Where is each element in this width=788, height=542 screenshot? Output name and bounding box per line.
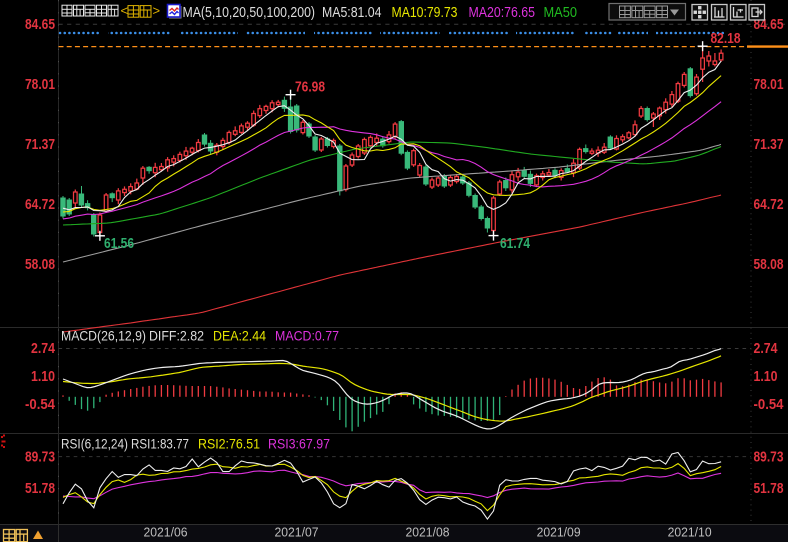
svg-text:89.73: 89.73	[754, 449, 784, 465]
svg-text:RSI(6,12,24): RSI(6,12,24)	[61, 436, 128, 452]
svg-text:RSI2:76.51: RSI2:76.51	[198, 436, 260, 452]
svg-text:82.18: 82.18	[711, 31, 741, 47]
svg-text:2.74: 2.74	[31, 341, 55, 357]
svg-text:>: >	[153, 3, 161, 18]
svg-text:MA(5,10,20,50,100,200): MA(5,10,20,50,100,200)	[183, 5, 316, 21]
svg-text:89.73: 89.73	[25, 449, 55, 465]
svg-text:78.01: 78.01	[754, 77, 784, 93]
svg-text:58.08: 58.08	[754, 257, 784, 273]
svg-text:MA50: MA50	[544, 5, 578, 21]
svg-text:MACD(26,12,9): MACD(26,12,9)	[61, 328, 146, 344]
svg-text:MA5:81.04: MA5:81.04	[322, 5, 382, 21]
svg-text:2.74: 2.74	[754, 341, 778, 357]
svg-text:2021/06: 2021/06	[144, 525, 188, 540]
svg-text:DEA:2.44: DEA:2.44	[213, 328, 266, 344]
svg-text:51.78: 51.78	[25, 481, 55, 497]
svg-text:<: <	[121, 3, 129, 18]
svg-text:61.74: 61.74	[500, 236, 530, 252]
svg-text:RSI3:67.97: RSI3:67.97	[268, 436, 330, 452]
svg-text:1.10: 1.10	[31, 369, 55, 385]
svg-text:84.65: 84.65	[25, 17, 55, 33]
svg-text:1.10: 1.10	[754, 369, 778, 385]
svg-text:64.72: 64.72	[25, 197, 55, 213]
svg-text:MA20:76.65: MA20:76.65	[469, 5, 536, 21]
svg-text:71.37: 71.37	[25, 137, 55, 153]
svg-text:-0.54: -0.54	[25, 397, 55, 413]
svg-text:2021/10: 2021/10	[668, 525, 712, 540]
svg-text:MA10:79.73: MA10:79.73	[392, 5, 458, 21]
svg-text:DIFF:2.82: DIFF:2.82	[149, 328, 204, 344]
svg-text:2021/09: 2021/09	[537, 525, 581, 540]
svg-text:64.72: 64.72	[754, 197, 784, 213]
svg-text:71.37: 71.37	[754, 137, 784, 153]
svg-text:-0.54: -0.54	[754, 397, 784, 413]
svg-text:2021/07: 2021/07	[275, 525, 319, 540]
svg-text:MACD:0.77: MACD:0.77	[275, 328, 339, 344]
svg-text:76.98: 76.98	[295, 80, 325, 96]
svg-text:84.65: 84.65	[754, 17, 784, 33]
svg-text:2021/08: 2021/08	[406, 525, 450, 540]
svg-text:RSI1:83.77: RSI1:83.77	[131, 436, 189, 452]
svg-text:61.56: 61.56	[104, 236, 134, 252]
svg-text:78.01: 78.01	[25, 77, 55, 93]
svg-text:58.08: 58.08	[25, 257, 55, 273]
svg-text:51.78: 51.78	[754, 481, 784, 497]
